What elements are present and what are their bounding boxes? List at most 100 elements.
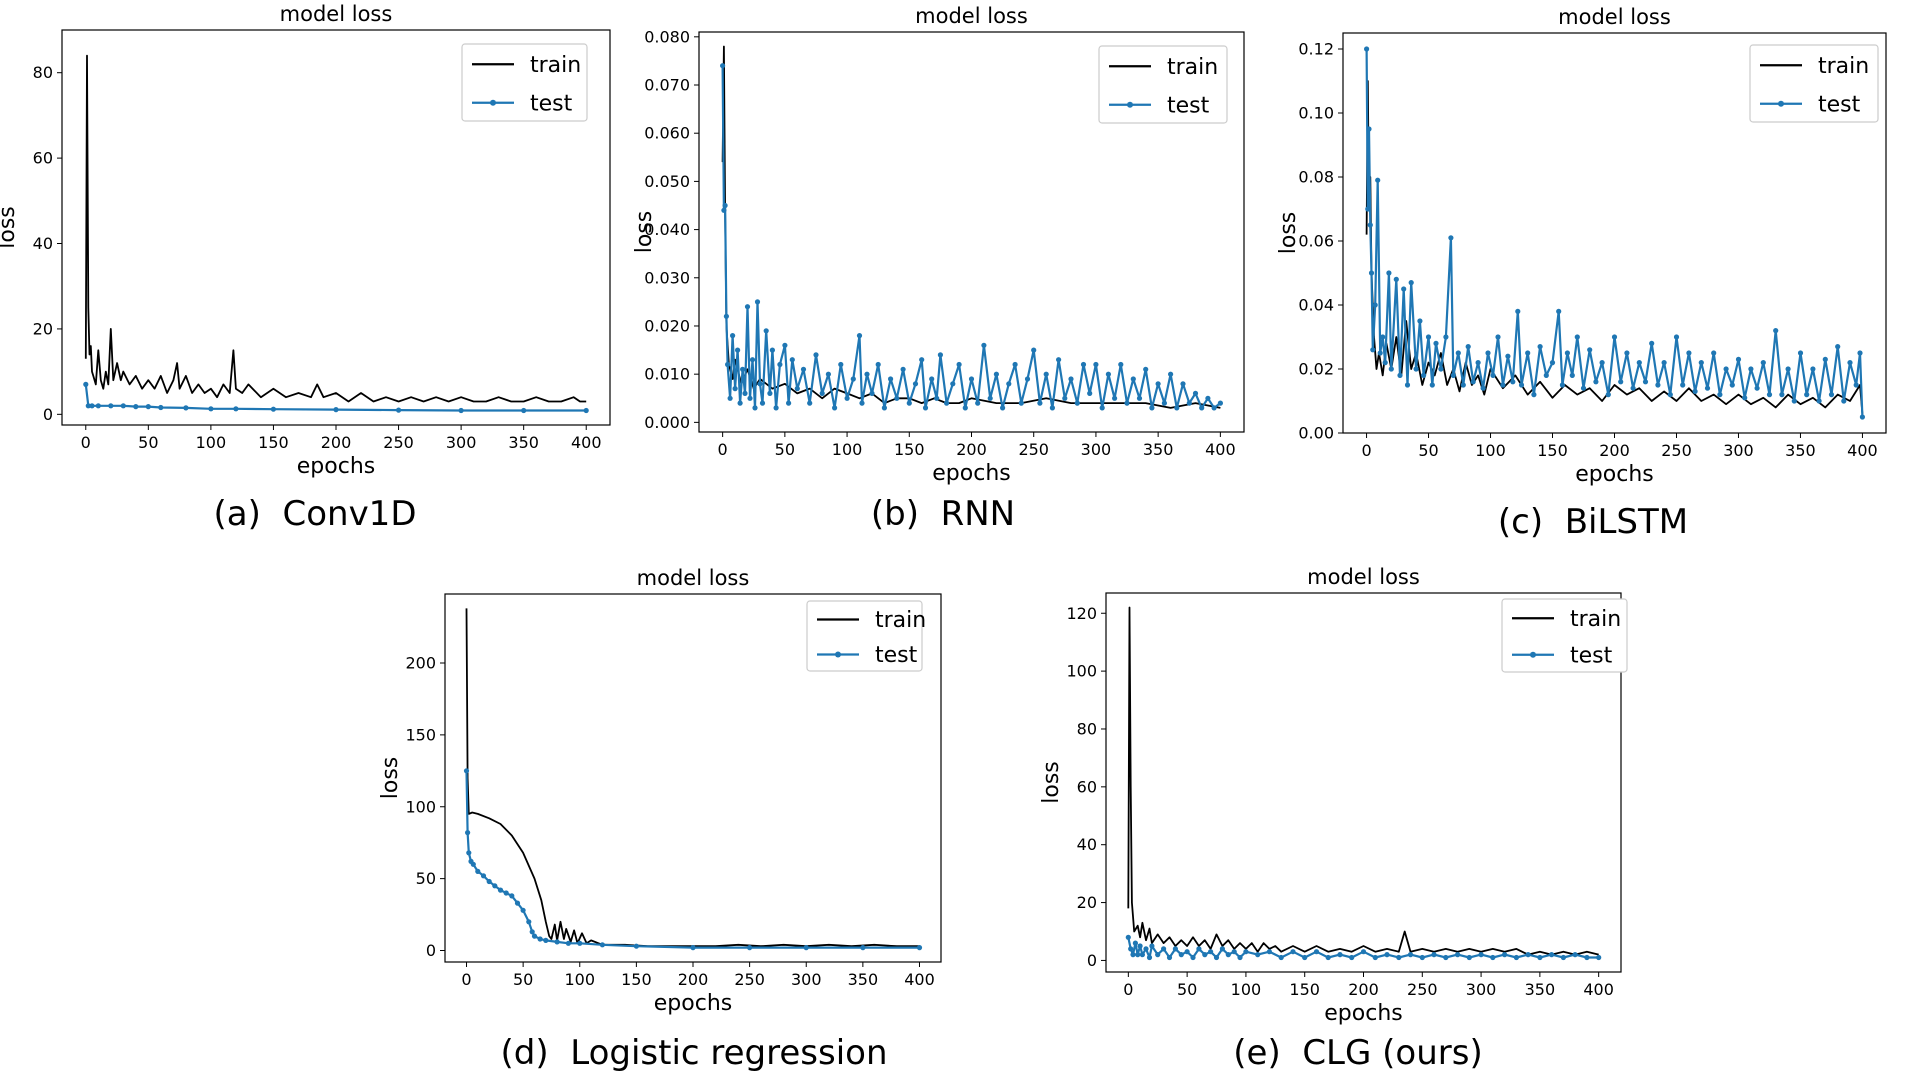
data-point-test bbox=[720, 63, 726, 69]
data-point-test bbox=[1475, 360, 1481, 366]
data-point-test bbox=[1485, 350, 1491, 356]
data-point-test bbox=[1587, 347, 1593, 353]
chart-title: model loss bbox=[637, 566, 750, 590]
data-point-test bbox=[1231, 949, 1237, 955]
data-point-test bbox=[1673, 334, 1680, 340]
data-point-test bbox=[583, 407, 589, 414]
data-point-test bbox=[145, 404, 151, 410]
data-point-test bbox=[962, 405, 968, 411]
data-point-test bbox=[1397, 372, 1403, 378]
data-point-test bbox=[1132, 940, 1138, 946]
x-tick-label: 150 bbox=[1289, 980, 1320, 999]
x-tick-label: 200 bbox=[321, 433, 352, 452]
legend-label-train: train bbox=[875, 608, 926, 633]
data-point-test bbox=[270, 406, 276, 412]
data-point-test bbox=[89, 403, 95, 409]
data-point-test bbox=[1580, 385, 1587, 391]
x-tick-label: 100 bbox=[564, 970, 595, 989]
y-tick-label: 0.06 bbox=[1298, 232, 1334, 251]
data-point-test bbox=[1143, 946, 1149, 952]
x-tick-label: 350 bbox=[1785, 441, 1816, 460]
y-tick-label: 0.08 bbox=[1298, 168, 1334, 187]
data-point-test bbox=[1686, 350, 1692, 356]
data-point-test bbox=[1099, 405, 1105, 411]
data-point-test bbox=[1155, 381, 1161, 387]
data-point-test bbox=[1773, 328, 1779, 334]
data-point-test bbox=[1136, 395, 1143, 401]
chart-panel-c: model loss 0 50 100 150 200 250 300 350 400 0.00 0.… bbox=[1276, 5, 1887, 487]
data-point-test bbox=[1478, 952, 1484, 958]
legend-label-test: test bbox=[1818, 92, 1861, 117]
data-point-test bbox=[1717, 392, 1723, 398]
x-tick-label: 0 bbox=[461, 970, 471, 989]
y-tick-label: 0 bbox=[426, 941, 436, 960]
data-point-test bbox=[786, 400, 792, 406]
plot-frame bbox=[698, 31, 1245, 433]
data-point-test bbox=[1448, 235, 1454, 241]
y-tick-label: 0.020 bbox=[644, 316, 690, 335]
x-tick-label: 350 bbox=[1525, 980, 1556, 999]
data-point-test bbox=[1429, 382, 1435, 388]
data-point-test bbox=[975, 400, 981, 406]
data-point-test bbox=[1680, 382, 1686, 388]
x-tick-label: 400 bbox=[1583, 980, 1614, 999]
data-point-test bbox=[1779, 392, 1785, 398]
data-point-test bbox=[844, 395, 850, 401]
data-point-test bbox=[480, 873, 487, 879]
x-tick-label: 250 bbox=[1661, 441, 1692, 460]
x-tick-label: 100 bbox=[1475, 441, 1506, 460]
data-point-test bbox=[1500, 382, 1506, 388]
data-point-test bbox=[919, 357, 925, 363]
data-point-test bbox=[1196, 946, 1202, 952]
x-tick-label: 300 bbox=[446, 433, 477, 452]
series-train bbox=[465, 608, 920, 948]
data-point-test bbox=[1584, 954, 1590, 961]
chart-panel-b: model loss 0 50 100 150 200 250 300 350 400 0.000 0… bbox=[632, 4, 1245, 486]
data-point-test bbox=[993, 371, 1000, 377]
data-point-test bbox=[1360, 949, 1367, 955]
data-point-test bbox=[1186, 400, 1192, 406]
y-tick-label: 0.00 bbox=[1298, 424, 1334, 443]
data-point-test bbox=[1518, 382, 1525, 388]
data-point-test bbox=[1460, 382, 1466, 388]
x-tick-label: 250 bbox=[1407, 980, 1438, 999]
data-point-test bbox=[554, 939, 560, 945]
y-axis-label: loss bbox=[1276, 212, 1301, 255]
data-point-test bbox=[1178, 952, 1184, 958]
data-point-test bbox=[1455, 952, 1461, 958]
data-point-test bbox=[1199, 405, 1205, 411]
data-point-test bbox=[1401, 286, 1407, 292]
y-tick-label: 80 bbox=[33, 63, 53, 82]
x-tick-label: 350 bbox=[1143, 440, 1174, 459]
data-point-test bbox=[1419, 954, 1425, 961]
data-point-test bbox=[1630, 385, 1636, 391]
data-point-test bbox=[1380, 334, 1386, 340]
x-axis-label: epochs bbox=[1324, 1001, 1402, 1026]
data-point-test bbox=[744, 304, 751, 310]
data-point-test bbox=[1018, 400, 1024, 406]
data-point-test bbox=[832, 405, 838, 411]
data-point-test bbox=[1490, 954, 1496, 961]
data-point-test bbox=[752, 405, 758, 411]
data-point-test bbox=[723, 313, 730, 319]
data-point-test bbox=[727, 395, 733, 401]
data-point-test bbox=[531, 933, 538, 939]
chart-panel-d: model loss 0 50 100 150 200 250 300 350 400 0 50 100… bbox=[378, 566, 942, 1016]
data-point-test bbox=[888, 376, 894, 382]
data-point-test bbox=[95, 403, 101, 409]
data-point-test bbox=[1161, 946, 1167, 952]
data-point-test bbox=[759, 400, 766, 406]
x-tick-label: 300 bbox=[1081, 440, 1112, 459]
plot-frame bbox=[1342, 32, 1887, 434]
data-point-test bbox=[1024, 376, 1031, 382]
data-point-test bbox=[916, 945, 923, 951]
data-point-test bbox=[1596, 954, 1602, 961]
data-point-test bbox=[1149, 405, 1155, 411]
data-point-test bbox=[1112, 395, 1118, 401]
data-point-test bbox=[856, 333, 863, 339]
data-point-test bbox=[1068, 376, 1074, 382]
data-point-test bbox=[757, 381, 763, 387]
data-point-test bbox=[1243, 949, 1249, 955]
data-point-test bbox=[1118, 361, 1124, 368]
data-point-test bbox=[1388, 366, 1394, 372]
